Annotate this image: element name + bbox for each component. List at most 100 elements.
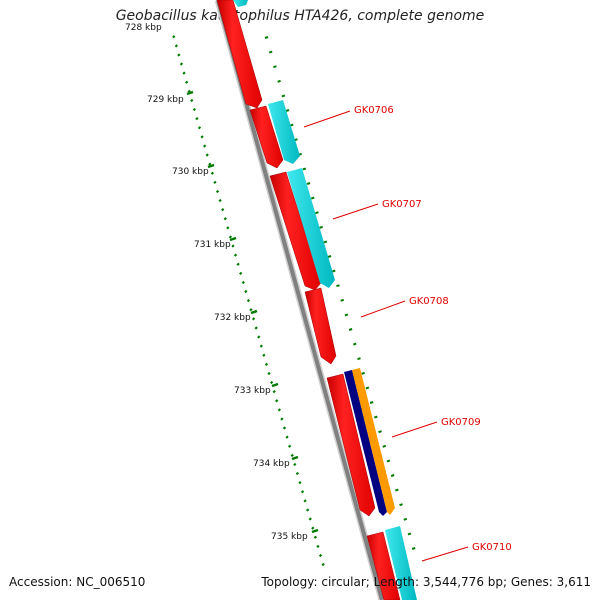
feature-arrow bbox=[268, 100, 300, 164]
scale-minor-tick bbox=[197, 126, 202, 130]
outer-track-marker bbox=[348, 328, 353, 331]
scale-minor-tick bbox=[249, 308, 253, 312]
scale-minor-tick bbox=[267, 371, 271, 376]
outer-track-marker bbox=[277, 79, 281, 83]
outer-track-marker bbox=[374, 415, 378, 419]
scale-minor-tick bbox=[174, 44, 178, 48]
outer-track-marker bbox=[289, 123, 294, 127]
outer-track-marker bbox=[302, 167, 307, 171]
feature-arrow bbox=[233, 0, 248, 7]
scale-minor-tick bbox=[172, 35, 176, 39]
scale-minor-tick bbox=[275, 399, 279, 403]
scale-minor-tick bbox=[239, 271, 243, 275]
outer-track-marker bbox=[365, 386, 370, 390]
scale-minor-tick bbox=[208, 162, 212, 166]
cds-arrow bbox=[304, 287, 337, 365]
map-title: Geobacillus kaustophilus HTA426, complet… bbox=[115, 8, 485, 24]
scale-minor-tick bbox=[182, 71, 186, 75]
scale-minor-tick bbox=[313, 535, 318, 539]
cds-arrow bbox=[269, 171, 322, 291]
scale-minor-tick bbox=[246, 299, 251, 303]
scale-label: 729 kbp bbox=[147, 95, 184, 105]
scale-minor-tick bbox=[200, 135, 204, 139]
scale-minor-tick bbox=[184, 80, 189, 84]
scale-minor-tick bbox=[298, 481, 302, 485]
scale-minor-tick bbox=[264, 362, 269, 366]
scale-minor-tick bbox=[295, 471, 299, 476]
scale-minor-tick bbox=[187, 89, 191, 93]
scale-minor-tick bbox=[306, 508, 310, 512]
outer-track-marker bbox=[378, 430, 382, 434]
scale-minor-tick bbox=[290, 453, 294, 457]
scale-minor-tick bbox=[241, 280, 245, 285]
scale-minor-tick bbox=[272, 390, 276, 394]
outer-track-marker bbox=[323, 240, 328, 244]
scale-minor-tick bbox=[259, 344, 263, 348]
scale-minor-tick bbox=[257, 335, 261, 339]
outer-track-marker bbox=[395, 488, 399, 492]
scale-minor-tick bbox=[311, 526, 315, 530]
scale-minor-tick bbox=[213, 180, 217, 184]
cds-arrow bbox=[326, 373, 376, 517]
gene-label: GK0707 bbox=[382, 199, 422, 210]
outer-track-marker bbox=[340, 298, 345, 302]
scale-minor-tick bbox=[195, 117, 199, 121]
gene-label: GK0710 bbox=[472, 542, 512, 553]
cds-arrow bbox=[366, 531, 401, 600]
scale-label: 734 kbp bbox=[253, 459, 290, 469]
feature-arrow-navy bbox=[344, 370, 387, 516]
scale-label: 735 kbp bbox=[271, 532, 308, 542]
scale-minor-tick bbox=[236, 262, 240, 266]
outer-track-marker bbox=[327, 255, 332, 258]
feature-track-extra bbox=[344, 368, 395, 516]
outer-track-marker bbox=[382, 444, 387, 448]
scale-minor-tick bbox=[179, 62, 184, 66]
scale-minor-tick bbox=[226, 226, 230, 230]
outer-track-marker bbox=[369, 401, 374, 404]
outer-track-marker bbox=[386, 459, 391, 463]
outer-track-marker bbox=[315, 211, 319, 215]
outer-track-marker bbox=[390, 474, 395, 477]
cds-arrow bbox=[249, 105, 284, 169]
scale-minor-tick bbox=[269, 380, 274, 385]
scale-minor-tick bbox=[308, 517, 312, 521]
scale-minor-tick bbox=[210, 171, 215, 175]
scale-minor-tick bbox=[205, 153, 209, 157]
outer-track-marker bbox=[268, 50, 273, 54]
outer-track-marker bbox=[310, 196, 315, 200]
feature-arrow bbox=[385, 526, 417, 600]
scale-label: 733 kbp bbox=[234, 386, 271, 396]
outer-track-marker bbox=[399, 503, 403, 507]
scale-minor-tick bbox=[251, 317, 256, 321]
scale-minor-tick bbox=[316, 544, 320, 548]
outer-track-marker bbox=[264, 36, 269, 39]
scale-minor-tick bbox=[231, 244, 235, 248]
scale-minor-tick bbox=[318, 553, 323, 558]
outer-track-marker bbox=[344, 313, 349, 317]
scale-minor-tick bbox=[233, 253, 238, 257]
scale-minor-tick bbox=[293, 462, 297, 467]
scale-minor-tick bbox=[203, 144, 207, 148]
scale-minor-tick bbox=[228, 235, 233, 239]
outer-track-marker bbox=[306, 182, 311, 185]
scale-minor-tick bbox=[192, 107, 196, 112]
gene-label: GK0708 bbox=[409, 296, 449, 307]
outer-track-marker bbox=[357, 357, 361, 361]
outer-track-marker bbox=[273, 65, 277, 69]
outer-track-marker bbox=[361, 371, 366, 375]
feature-arrow-orange bbox=[352, 368, 395, 515]
scale-labels: 728 kbp 729 kbp 730 kbp 731 kbp 732 kbp … bbox=[125, 23, 308, 542]
scale-minor-tick bbox=[244, 289, 248, 294]
scale-minor-tick bbox=[285, 435, 289, 439]
scale-minor-tick bbox=[282, 426, 287, 430]
scale-minor-tick bbox=[221, 208, 225, 212]
outer-track-marker bbox=[319, 225, 323, 229]
scale-minor-ticks bbox=[172, 35, 325, 567]
feature-track-cyan bbox=[233, 0, 417, 600]
scale-label: 731 kbp bbox=[194, 240, 231, 250]
scale-label: 730 kbp bbox=[172, 167, 209, 177]
outer-track-marker bbox=[411, 547, 416, 550]
outer-track-marker bbox=[285, 109, 290, 112]
outer-track-marker bbox=[352, 342, 357, 346]
outer-track-marker bbox=[407, 532, 412, 536]
